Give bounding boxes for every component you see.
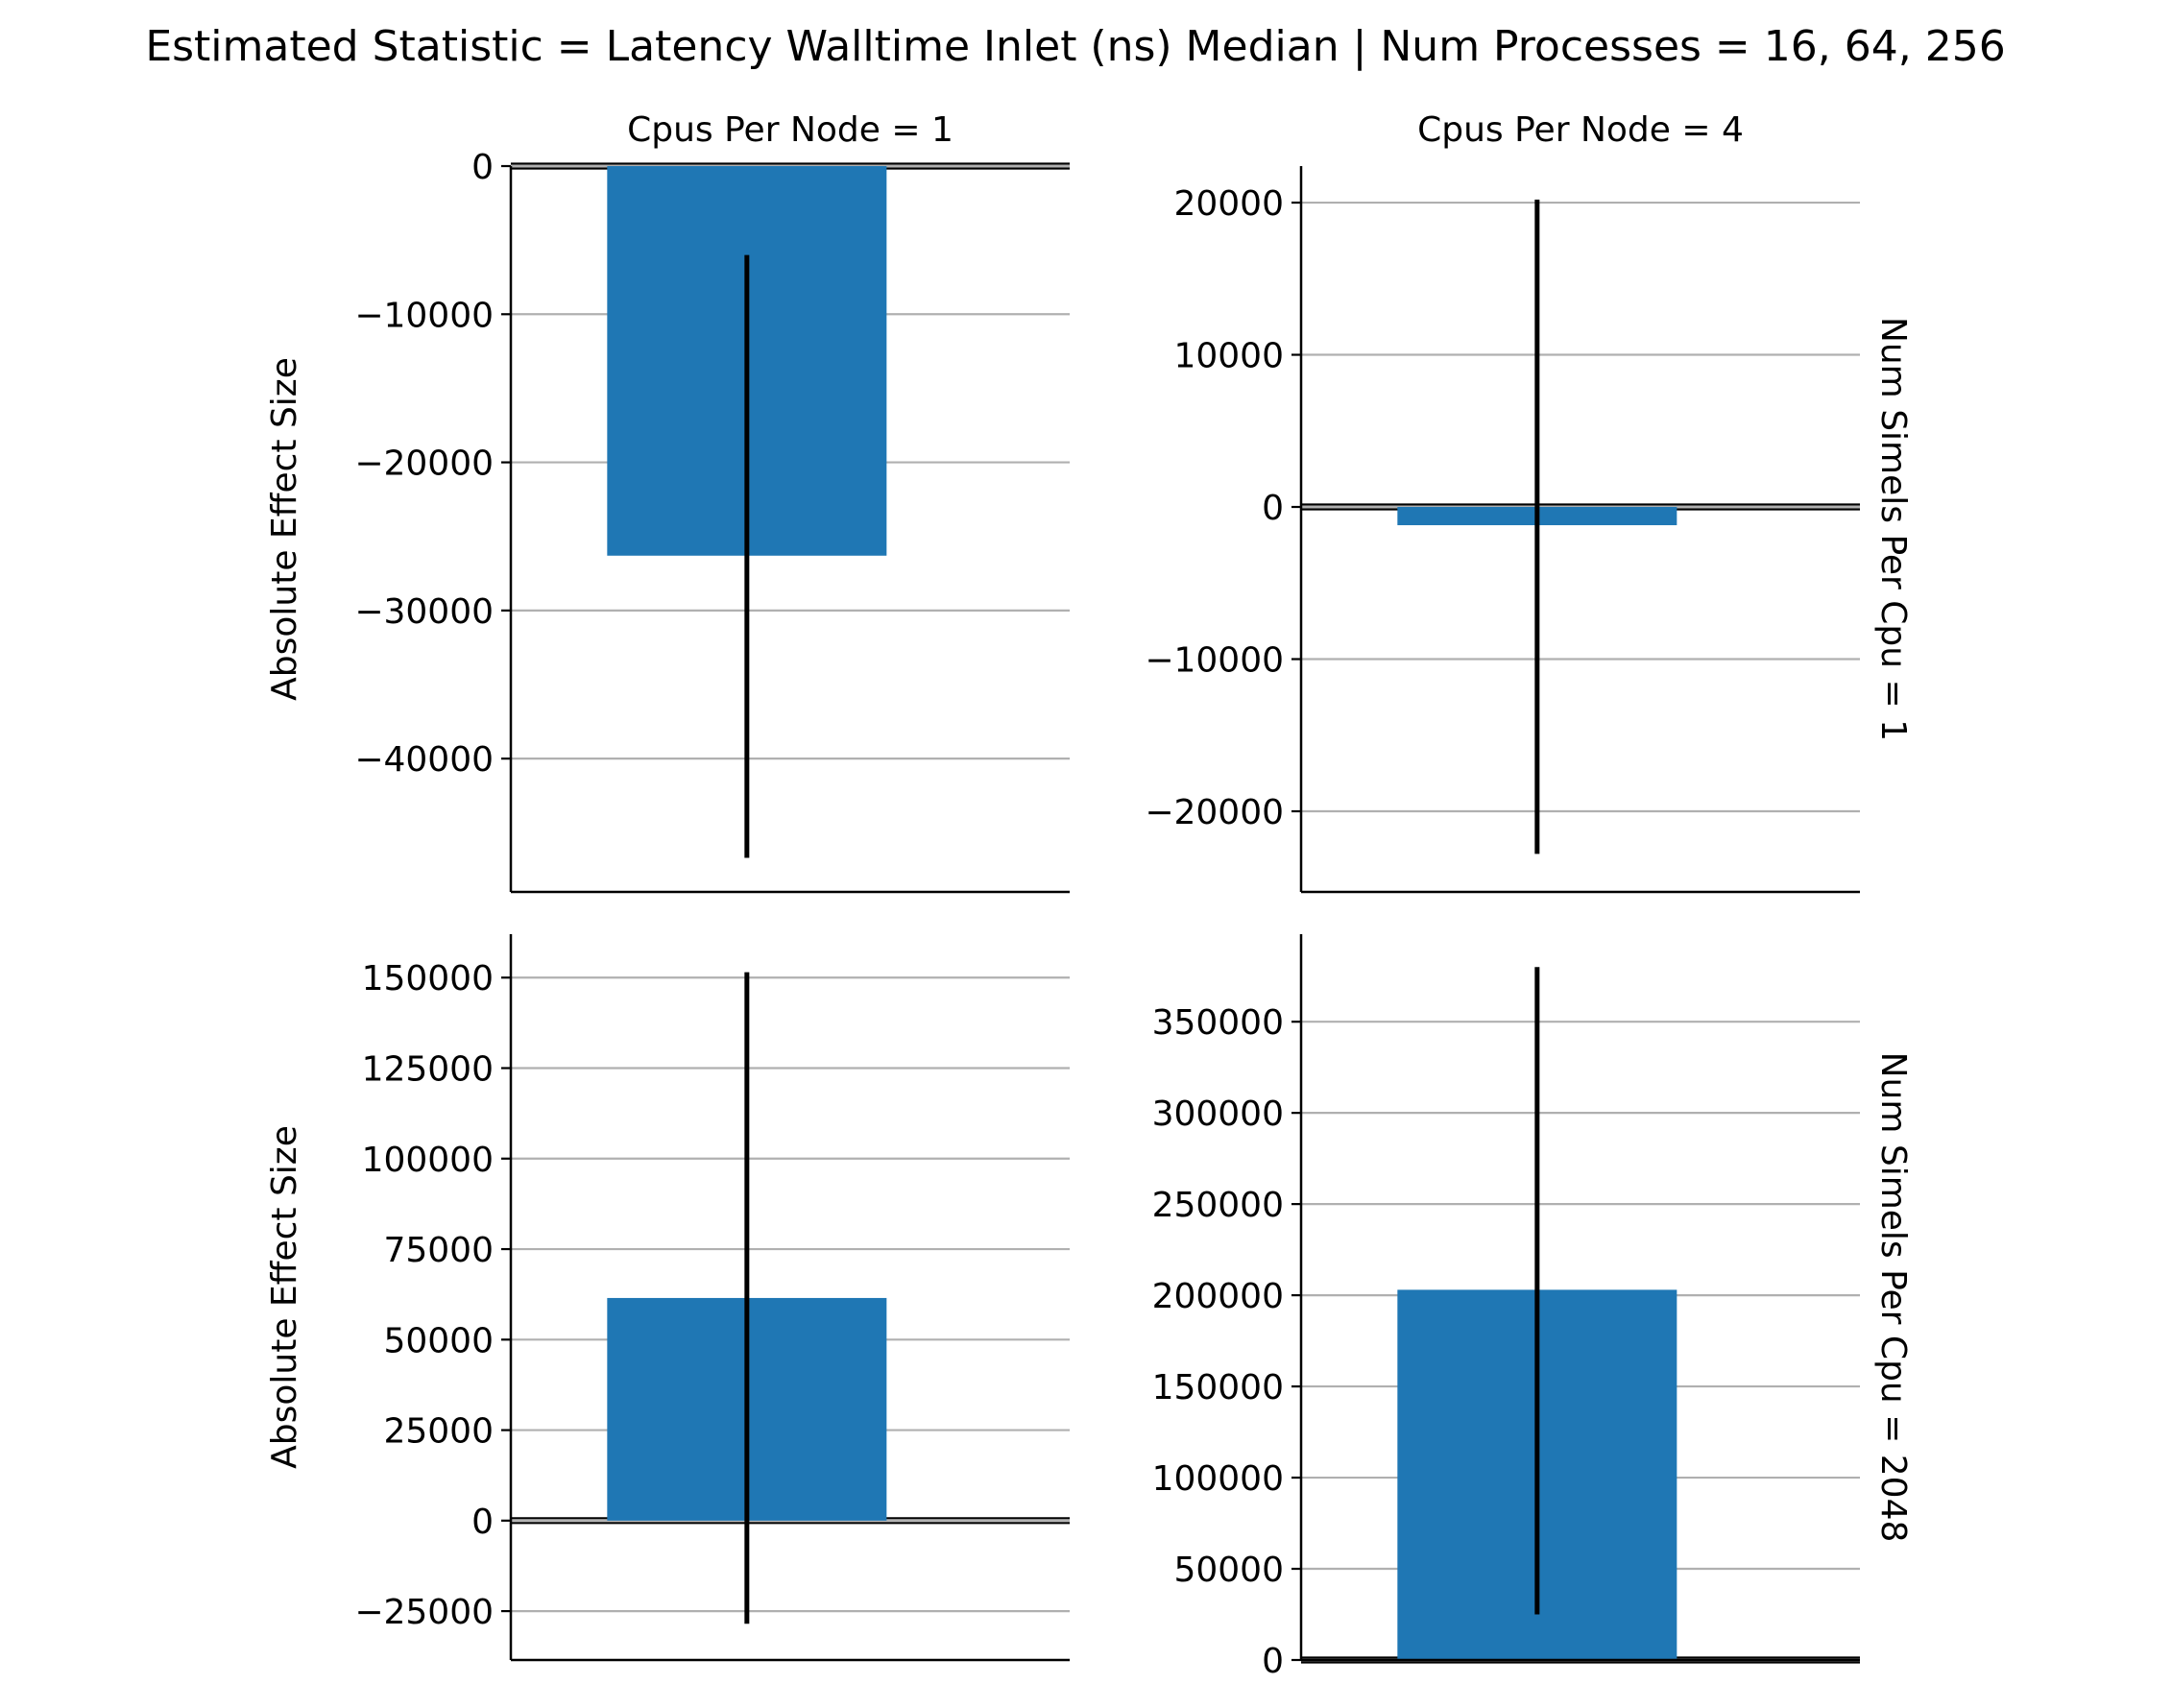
y-tick-label: 50000: [1173, 1551, 1284, 1590]
y-tick-label: 25000: [383, 1412, 494, 1452]
panel-2: 20000 10000 0 −10000 −20000 Cpus Per Node = 4…: [1145, 110, 1913, 894]
y-tick-label: 150000: [1152, 1368, 1284, 1407]
y-tick-label: −10000: [1145, 641, 1284, 681]
y-tick-label: 100000: [1152, 1459, 1284, 1499]
y-tick-label: 0: [471, 1503, 494, 1542]
y-tick-label: −25000: [354, 1593, 494, 1632]
y-tick-label: 300000: [1152, 1095, 1284, 1134]
y-tick-label: −30000: [354, 592, 494, 632]
y-tick-label: 250000: [1152, 1186, 1284, 1225]
y-tick-label: 75000: [383, 1231, 494, 1270]
row-label: Num Simels Per Cpu = 2048: [1873, 1052, 1913, 1543]
y-tick-label: 150000: [362, 959, 494, 998]
y-tick-label: 125000: [362, 1050, 494, 1090]
y-tick-label: 0: [471, 148, 494, 187]
panel-3: 150000 125000 100000 75000 50000 25000 0 −25000…: [265, 934, 1070, 1662]
y-tick-label: 10000: [1173, 337, 1284, 376]
y-tick-label: 20000: [1173, 184, 1284, 224]
column-title: Cpus Per Node = 1: [627, 110, 953, 150]
column-title: Cpus Per Node = 4: [1417, 110, 1744, 150]
y-tick-label: 0: [1262, 1642, 1284, 1681]
figure-title: Estimated Statistic = Latency Walltime I…: [145, 22, 2005, 71]
row-label: Num Simels Per Cpu = 1: [1873, 317, 1913, 741]
y-axis-label: Absolute Effect Size: [265, 357, 304, 701]
y-tick-label: 200000: [1152, 1277, 1284, 1316]
y-tick-label: −20000: [1145, 793, 1284, 832]
panel-1: 0 −10000 −20000 −30000 −40000 Cpus Per Node =…: [265, 110, 1070, 894]
y-tick-label: −20000: [354, 445, 494, 484]
y-tick-label: 100000: [362, 1141, 494, 1180]
y-axis-label: Absolute Effect Size: [265, 1125, 304, 1469]
y-tick-label: 350000: [1152, 1003, 1284, 1043]
panel-4: 350000 300000 250000 200000 150000 100000 5000…: [1152, 934, 1913, 1681]
y-tick-label: 0: [1262, 489, 1284, 528]
y-tick-label: −10000: [354, 296, 494, 335]
y-tick-label: 50000: [383, 1321, 494, 1360]
y-tick-label: −40000: [354, 740, 494, 780]
